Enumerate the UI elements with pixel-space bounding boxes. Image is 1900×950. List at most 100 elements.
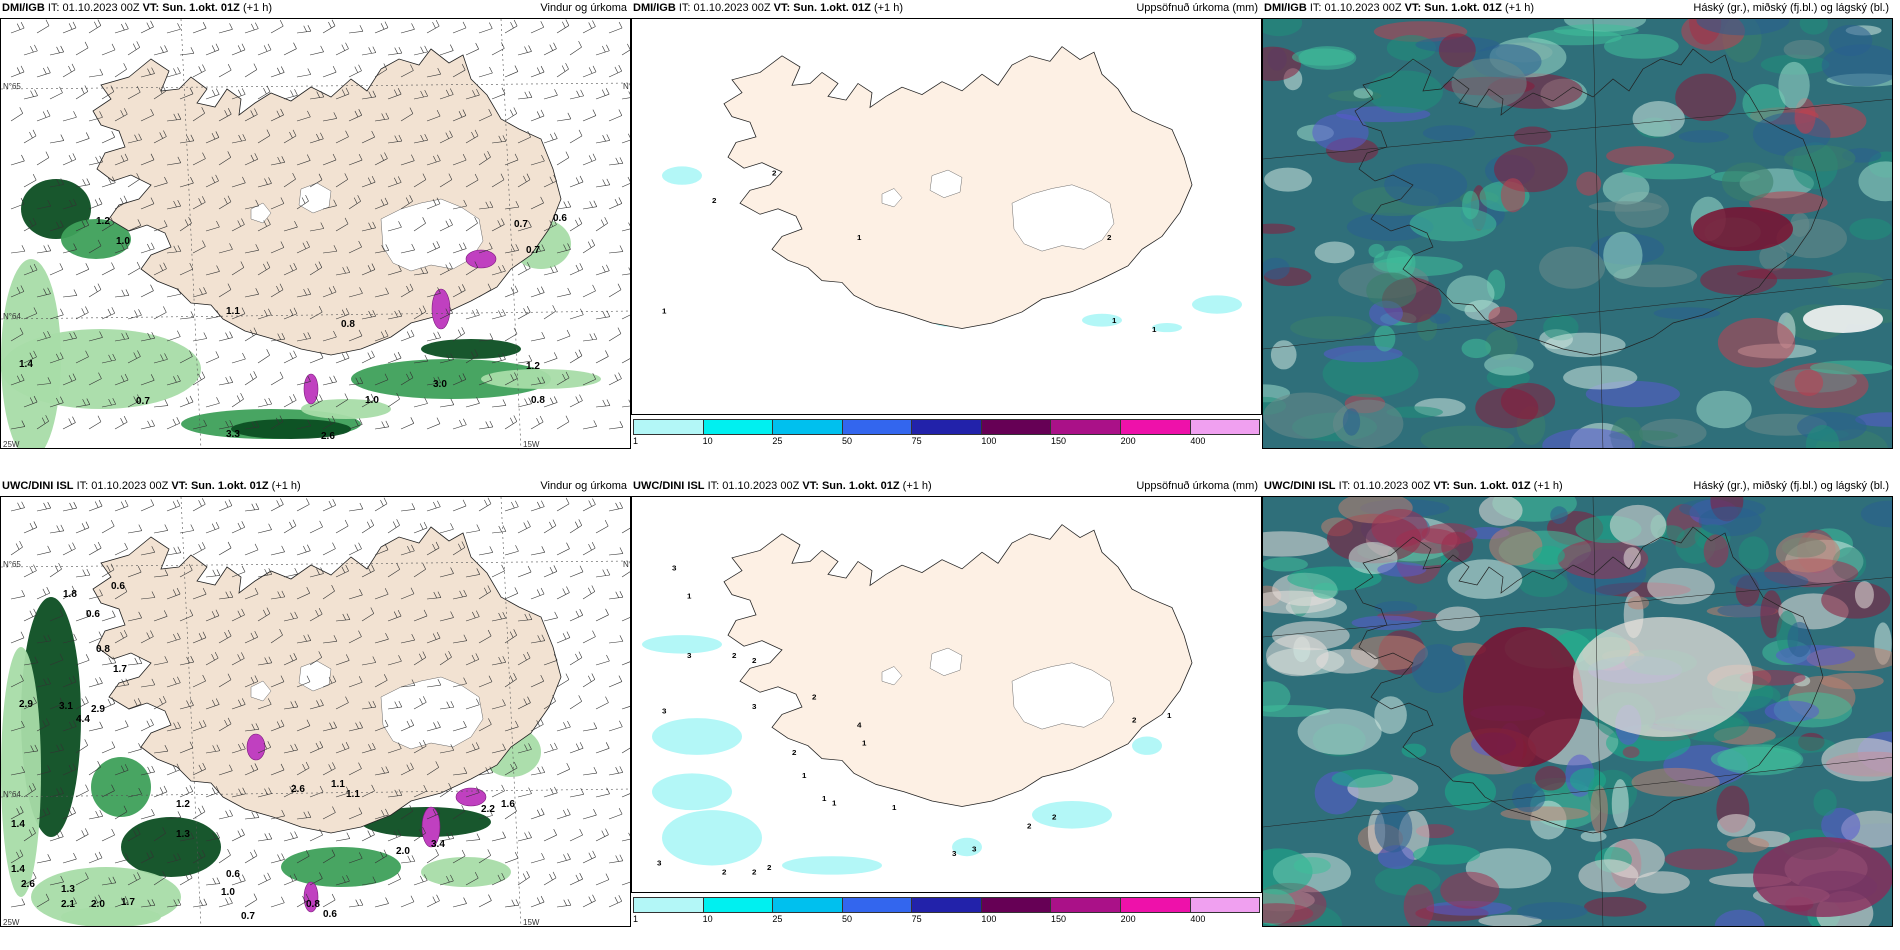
- run-info: DMI/IGB IT: 01.10.2023 00Z VT: Sun. 1.ok…: [633, 0, 903, 16]
- lead-time: (+1 h): [902, 480, 932, 492]
- axis-label: N°64: [3, 790, 21, 799]
- colorbar-swatch: [1120, 420, 1191, 434]
- precip-value-label: 1.7: [121, 897, 135, 908]
- precip-value-label: 0.6: [86, 609, 100, 620]
- accum-value-label: 1: [802, 771, 807, 780]
- accum-value-label: 1: [1112, 316, 1117, 325]
- coastline: [1354, 526, 1824, 834]
- grid-lines: [1263, 497, 1892, 926]
- colorbar-tick: 400: [1190, 436, 1206, 446]
- accum-value-label: 3: [687, 651, 691, 660]
- colorbar-swatch: [634, 898, 704, 912]
- axis-label: 15W: [523, 440, 540, 449]
- colorbar-tick: 100: [981, 914, 997, 924]
- panel-header: DMI/IGB IT: 01.10.2023 00Z VT: Sun. 1.ok…: [1262, 0, 1893, 16]
- vt-prefix: VT:: [171, 480, 188, 492]
- colorbar-swatch: [912, 420, 982, 434]
- precip-value-label: 3.1: [59, 701, 73, 712]
- map-area: [1262, 496, 1893, 927]
- precip-value-label: 1.0: [221, 887, 235, 898]
- colorbar-swatch: [1051, 898, 1121, 912]
- valid-time: Sun. 1.okt. 01Z: [821, 480, 900, 492]
- map-area: [1262, 18, 1893, 449]
- init-time: 01.10.2023 00Z: [62, 2, 140, 14]
- axis-label: 25W: [3, 918, 20, 927]
- panel-title: Vindur og úrkoma: [540, 2, 627, 14]
- precip-value-label: 1.1: [226, 306, 240, 317]
- panel-title: Háský (gr.), miðský (fj.bl.) og lágský (…: [1693, 480, 1889, 492]
- colorbar-tick: 200: [1120, 436, 1136, 446]
- accum-value-label: 3: [972, 845, 976, 854]
- colorbar-swatch: [842, 420, 913, 434]
- axis-label: N°65: [623, 82, 631, 91]
- axis-label: N°65: [3, 82, 21, 91]
- colorbar-swatch: [634, 420, 704, 434]
- colorbar: 1 10 25 50 75 100 150 200 400: [633, 897, 1260, 927]
- init-prefix: IT:: [1309, 2, 1322, 14]
- precip-value-label: 1.6: [501, 799, 515, 810]
- valid-time: Sun. 1.okt. 01Z: [162, 2, 240, 14]
- colorbar-tick: 50: [842, 914, 853, 924]
- precip-value-label: 2.0: [91, 899, 105, 910]
- run-info: UWC/DINI ISL IT: 01.10.2023 00Z VT: Sun.…: [1264, 478, 1563, 494]
- lead-time: (+1 h): [873, 2, 903, 14]
- colorbar: 1 10 25 50 75 100 150 200 400: [633, 419, 1260, 449]
- map-area: 2 2 1 1 1 1 2: [631, 18, 1262, 415]
- accum-value-label: 2: [752, 868, 756, 877]
- lead-time: (+1 h): [242, 2, 272, 14]
- panel-title: Uppsöfnuð úrkoma (mm): [1136, 480, 1258, 492]
- init-prefix: IT:: [1338, 480, 1351, 492]
- precip-accum-area: [662, 166, 702, 185]
- lat-lon-grid: [1, 497, 630, 926]
- run-info: UWC/DINI ISL IT: 01.10.2023 00Z VT: Sun.…: [2, 478, 301, 494]
- init-prefix: IT:: [47, 2, 60, 14]
- panel-uwc-wind-precip: UWC/DINI ISL IT: 01.10.2023 00Z VT: Sun.…: [0, 478, 631, 927]
- vt-prefix: VT:: [142, 2, 160, 14]
- cloud-field: [1263, 19, 1892, 448]
- colorbar-swatch: [981, 420, 1052, 434]
- panel-dmi-cloud: DMI/IGB IT: 01.10.2023 00Z VT: Sun. 1.ok…: [1262, 0, 1893, 449]
- colorbar-swatch: [703, 420, 774, 434]
- precip-value-label: 2.1: [61, 899, 75, 910]
- precip-accum-area: [662, 810, 762, 866]
- precip-value-label: 1.4: [11, 864, 25, 875]
- init-prefix: IT:: [707, 480, 720, 492]
- colorbar-swatch: [1120, 898, 1191, 912]
- precip-value-label: 0.7: [514, 219, 528, 230]
- precip-value-label: 2.6: [321, 431, 335, 442]
- precip-accum-area: [652, 718, 742, 755]
- accum-value-label: 2: [722, 868, 726, 877]
- init-time: 01.10.2023 00Z: [693, 2, 771, 14]
- lead-time: (+1 h): [1504, 2, 1534, 14]
- precip-value-label: 1.7: [113, 664, 127, 675]
- init-prefix: IT:: [678, 2, 691, 14]
- axis-label: N°65: [3, 560, 21, 569]
- precip-value-label: 0.6: [323, 909, 337, 920]
- precip-value-label: 0.8: [531, 395, 545, 406]
- accum-value-label: 2: [712, 197, 716, 206]
- init-prefix: IT:: [76, 480, 89, 492]
- accum-value-label: 3: [662, 707, 666, 716]
- precip-value-label: 2.2: [481, 804, 495, 815]
- precip-value-label: 0.8: [306, 899, 320, 910]
- accum-value-label: 2: [1132, 716, 1136, 725]
- init-time: 01.10.2023 00Z: [91, 480, 169, 492]
- init-time: 01.10.2023 00Z: [1324, 2, 1402, 14]
- accum-value-label: 2: [767, 863, 771, 872]
- precip-value-label: 1.2: [176, 799, 190, 810]
- accum-value-label: 1: [857, 233, 862, 242]
- colorbar-tick: 400: [1190, 914, 1206, 924]
- colorbar-tick: 75: [911, 914, 922, 924]
- precip-value-label: 1.4: [11, 819, 25, 830]
- precip-accum-area: [1192, 295, 1242, 314]
- colorbar-tick: 25: [772, 914, 783, 924]
- accum-value-label: 2: [792, 748, 796, 757]
- colorbar-tick: 75: [911, 436, 922, 446]
- precip-value-label: 0.7: [526, 245, 540, 256]
- accum-value-label: 1: [662, 307, 667, 316]
- panel-dmi-wind-precip: DMI/IGB IT: 01.10.2023 00Z VT: Sun. 1.ok…: [0, 0, 631, 449]
- panel-header: UWC/DINI ISL IT: 01.10.2023 00Z VT: Sun.…: [631, 478, 1262, 494]
- precip-value-label: 0.8: [96, 644, 110, 655]
- valid-time: Sun. 1.okt. 01Z: [1452, 480, 1531, 492]
- colorbar-tick: 150: [1051, 436, 1067, 446]
